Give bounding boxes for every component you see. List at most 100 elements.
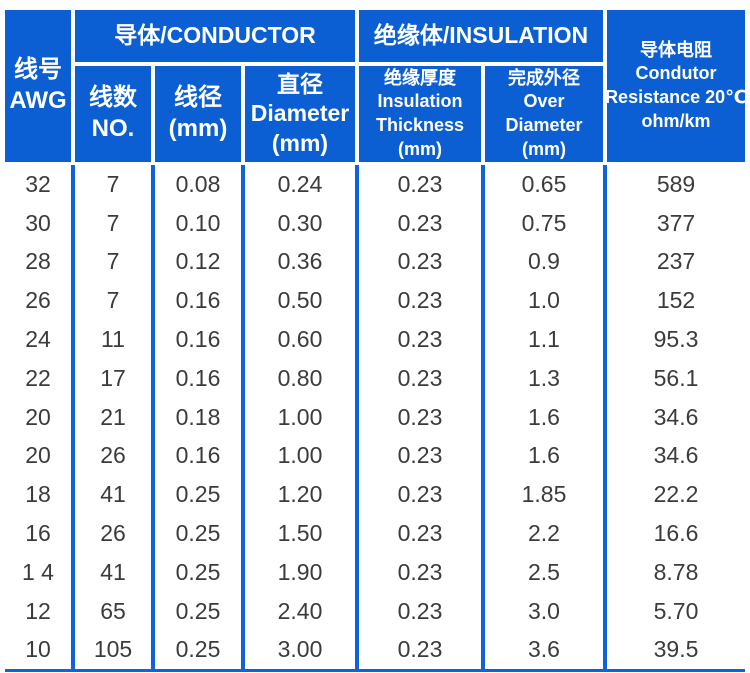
header-line: 完成外径 bbox=[508, 67, 580, 88]
header-line: 导体/CONDUCTOR bbox=[114, 22, 316, 49]
table-cell: 2.5 bbox=[485, 552, 603, 592]
header-line: Resistance 20℃ bbox=[605, 87, 747, 107]
table-cell: 1.50 bbox=[245, 514, 355, 553]
table-cell: 0.16 bbox=[155, 436, 241, 476]
table-cell: 0.23 bbox=[359, 358, 481, 398]
table-cell: 2.2 bbox=[485, 514, 603, 553]
table-cell: 0.65 bbox=[485, 165, 603, 204]
col-header-wire-diameter: 线径 (mm) bbox=[155, 66, 241, 162]
table-cell: 26 bbox=[75, 436, 151, 476]
table-cell: 0.08 bbox=[155, 165, 241, 204]
table-cell: 1.00 bbox=[245, 397, 355, 437]
table-cell: 0.23 bbox=[359, 281, 481, 321]
table-cell: 0.25 bbox=[155, 591, 241, 631]
table-cell: 0.10 bbox=[155, 203, 241, 243]
table-cell: 41 bbox=[75, 552, 151, 592]
header-line: 直径 bbox=[277, 70, 323, 97]
table-cell: 3.6 bbox=[485, 630, 603, 670]
header-line: (mm) bbox=[398, 138, 442, 159]
table-cell: 3.0 bbox=[485, 591, 603, 631]
table-cell: 0.36 bbox=[245, 242, 355, 282]
header-line: 导体电阻 bbox=[640, 39, 712, 60]
table-cell: 22 bbox=[5, 358, 71, 398]
table-cell: 0.23 bbox=[359, 591, 481, 631]
table-cell: 2.40 bbox=[245, 591, 355, 631]
table-cell: 1 4 bbox=[5, 552, 71, 592]
table-cell: 39.5 bbox=[607, 630, 745, 670]
table-cell: 26 bbox=[75, 514, 151, 553]
table-cell: 1.85 bbox=[485, 475, 603, 515]
table-cell: 0.80 bbox=[245, 358, 355, 398]
table-cell: 21 bbox=[75, 397, 151, 437]
header-line: (mm) bbox=[168, 115, 228, 142]
table-cell: 0.23 bbox=[359, 203, 481, 243]
table-cell: 41 bbox=[75, 475, 151, 515]
header-line: Thickness bbox=[375, 115, 465, 135]
table-cell: 0.23 bbox=[359, 436, 481, 476]
table-cell: 0.23 bbox=[359, 165, 481, 204]
header-line: 绝缘体/INSULATION bbox=[373, 22, 589, 49]
table-body: 32 7 0.08 0.24 0.23 0.65 589 30 7 0.10 0.30 0.23 0.7… bbox=[5, 165, 745, 673]
table-cell: 0.30 bbox=[245, 203, 355, 243]
table-cell: 0.24 bbox=[245, 165, 355, 204]
table-cell: 377 bbox=[607, 203, 745, 243]
col-header-over-diameter: 完成外径 Over Diameter (mm) bbox=[485, 66, 603, 162]
header-line: ohm/km bbox=[641, 110, 711, 131]
table-cell: 8.78 bbox=[607, 552, 745, 592]
table-cell: 1.90 bbox=[245, 552, 355, 592]
table-cell: 1.0 bbox=[485, 281, 603, 321]
table-cell: 0.25 bbox=[155, 475, 241, 515]
header-line: Condutor bbox=[635, 63, 717, 84]
group-header-conductor: 导体/CONDUCTOR bbox=[75, 10, 355, 62]
table-cell: 12 bbox=[5, 591, 71, 631]
table-cell: 0.23 bbox=[359, 320, 481, 359]
header-line: 线径 bbox=[174, 84, 222, 112]
table-cell: 0.50 bbox=[245, 281, 355, 321]
table-cell: 589 bbox=[607, 165, 745, 204]
group-header-insulation: 绝缘体/INSULATION bbox=[359, 10, 603, 62]
table-cell: 95.3 bbox=[607, 320, 745, 359]
table-cell: 0.16 bbox=[155, 320, 241, 359]
table-cell: 18 bbox=[5, 475, 71, 515]
col-header-strand-count: 线数 NO. bbox=[75, 66, 151, 162]
wire-spec-table: 线号 AWG 导体/CONDUCTOR 绝缘体/INSULATION 导体电阻 … bbox=[5, 10, 747, 673]
table-cell: 1.1 bbox=[485, 320, 603, 359]
table-cell: 1.00 bbox=[245, 436, 355, 476]
table-header: 线号 AWG 导体/CONDUCTOR 绝缘体/INSULATION 导体电阻 … bbox=[5, 10, 747, 162]
header-line: Diameter bbox=[250, 100, 350, 127]
table-cell: 17 bbox=[75, 358, 151, 398]
table-cell: 1.6 bbox=[485, 397, 603, 437]
table-cell: 0.23 bbox=[359, 552, 481, 592]
table-cell: 0.75 bbox=[485, 203, 603, 243]
table-cell: 105 bbox=[75, 630, 151, 670]
table-cell: 0.25 bbox=[155, 630, 241, 670]
header-line: AWG bbox=[9, 87, 67, 114]
table-cell: 20 bbox=[5, 436, 71, 476]
table-cell: 5.70 bbox=[607, 591, 745, 631]
table-cell: 7 bbox=[75, 165, 151, 204]
table-cell: 34.6 bbox=[607, 397, 745, 437]
header-line: Insulation bbox=[377, 91, 463, 112]
table-cell: 0.12 bbox=[155, 242, 241, 282]
table-cell: 152 bbox=[607, 281, 745, 321]
table-cell: 22.2 bbox=[607, 475, 745, 515]
header-line: (mm) bbox=[522, 138, 566, 159]
header-line: Over bbox=[523, 91, 565, 112]
table-cell: 11 bbox=[75, 320, 151, 359]
header-line: (mm) bbox=[271, 129, 329, 156]
table-cell: 0.25 bbox=[155, 552, 241, 592]
table-cell: 0.60 bbox=[245, 320, 355, 359]
table-cell: 16.6 bbox=[607, 514, 745, 553]
header-line: 绝缘厚度 bbox=[384, 67, 456, 88]
table-cell: 32 bbox=[5, 165, 71, 204]
table-cell: 30 bbox=[5, 203, 71, 243]
table-cell: 24 bbox=[5, 320, 71, 359]
table-cell: 1.6 bbox=[485, 436, 603, 476]
table-cell: 3.00 bbox=[245, 630, 355, 670]
table-cell: 0.16 bbox=[155, 281, 241, 321]
table-cell: 0.9 bbox=[485, 242, 603, 282]
table-cell: 0.25 bbox=[155, 514, 241, 553]
table-cell: 0.23 bbox=[359, 397, 481, 437]
table-cell: 10 bbox=[5, 630, 71, 670]
table-cell: 0.16 bbox=[155, 358, 241, 398]
